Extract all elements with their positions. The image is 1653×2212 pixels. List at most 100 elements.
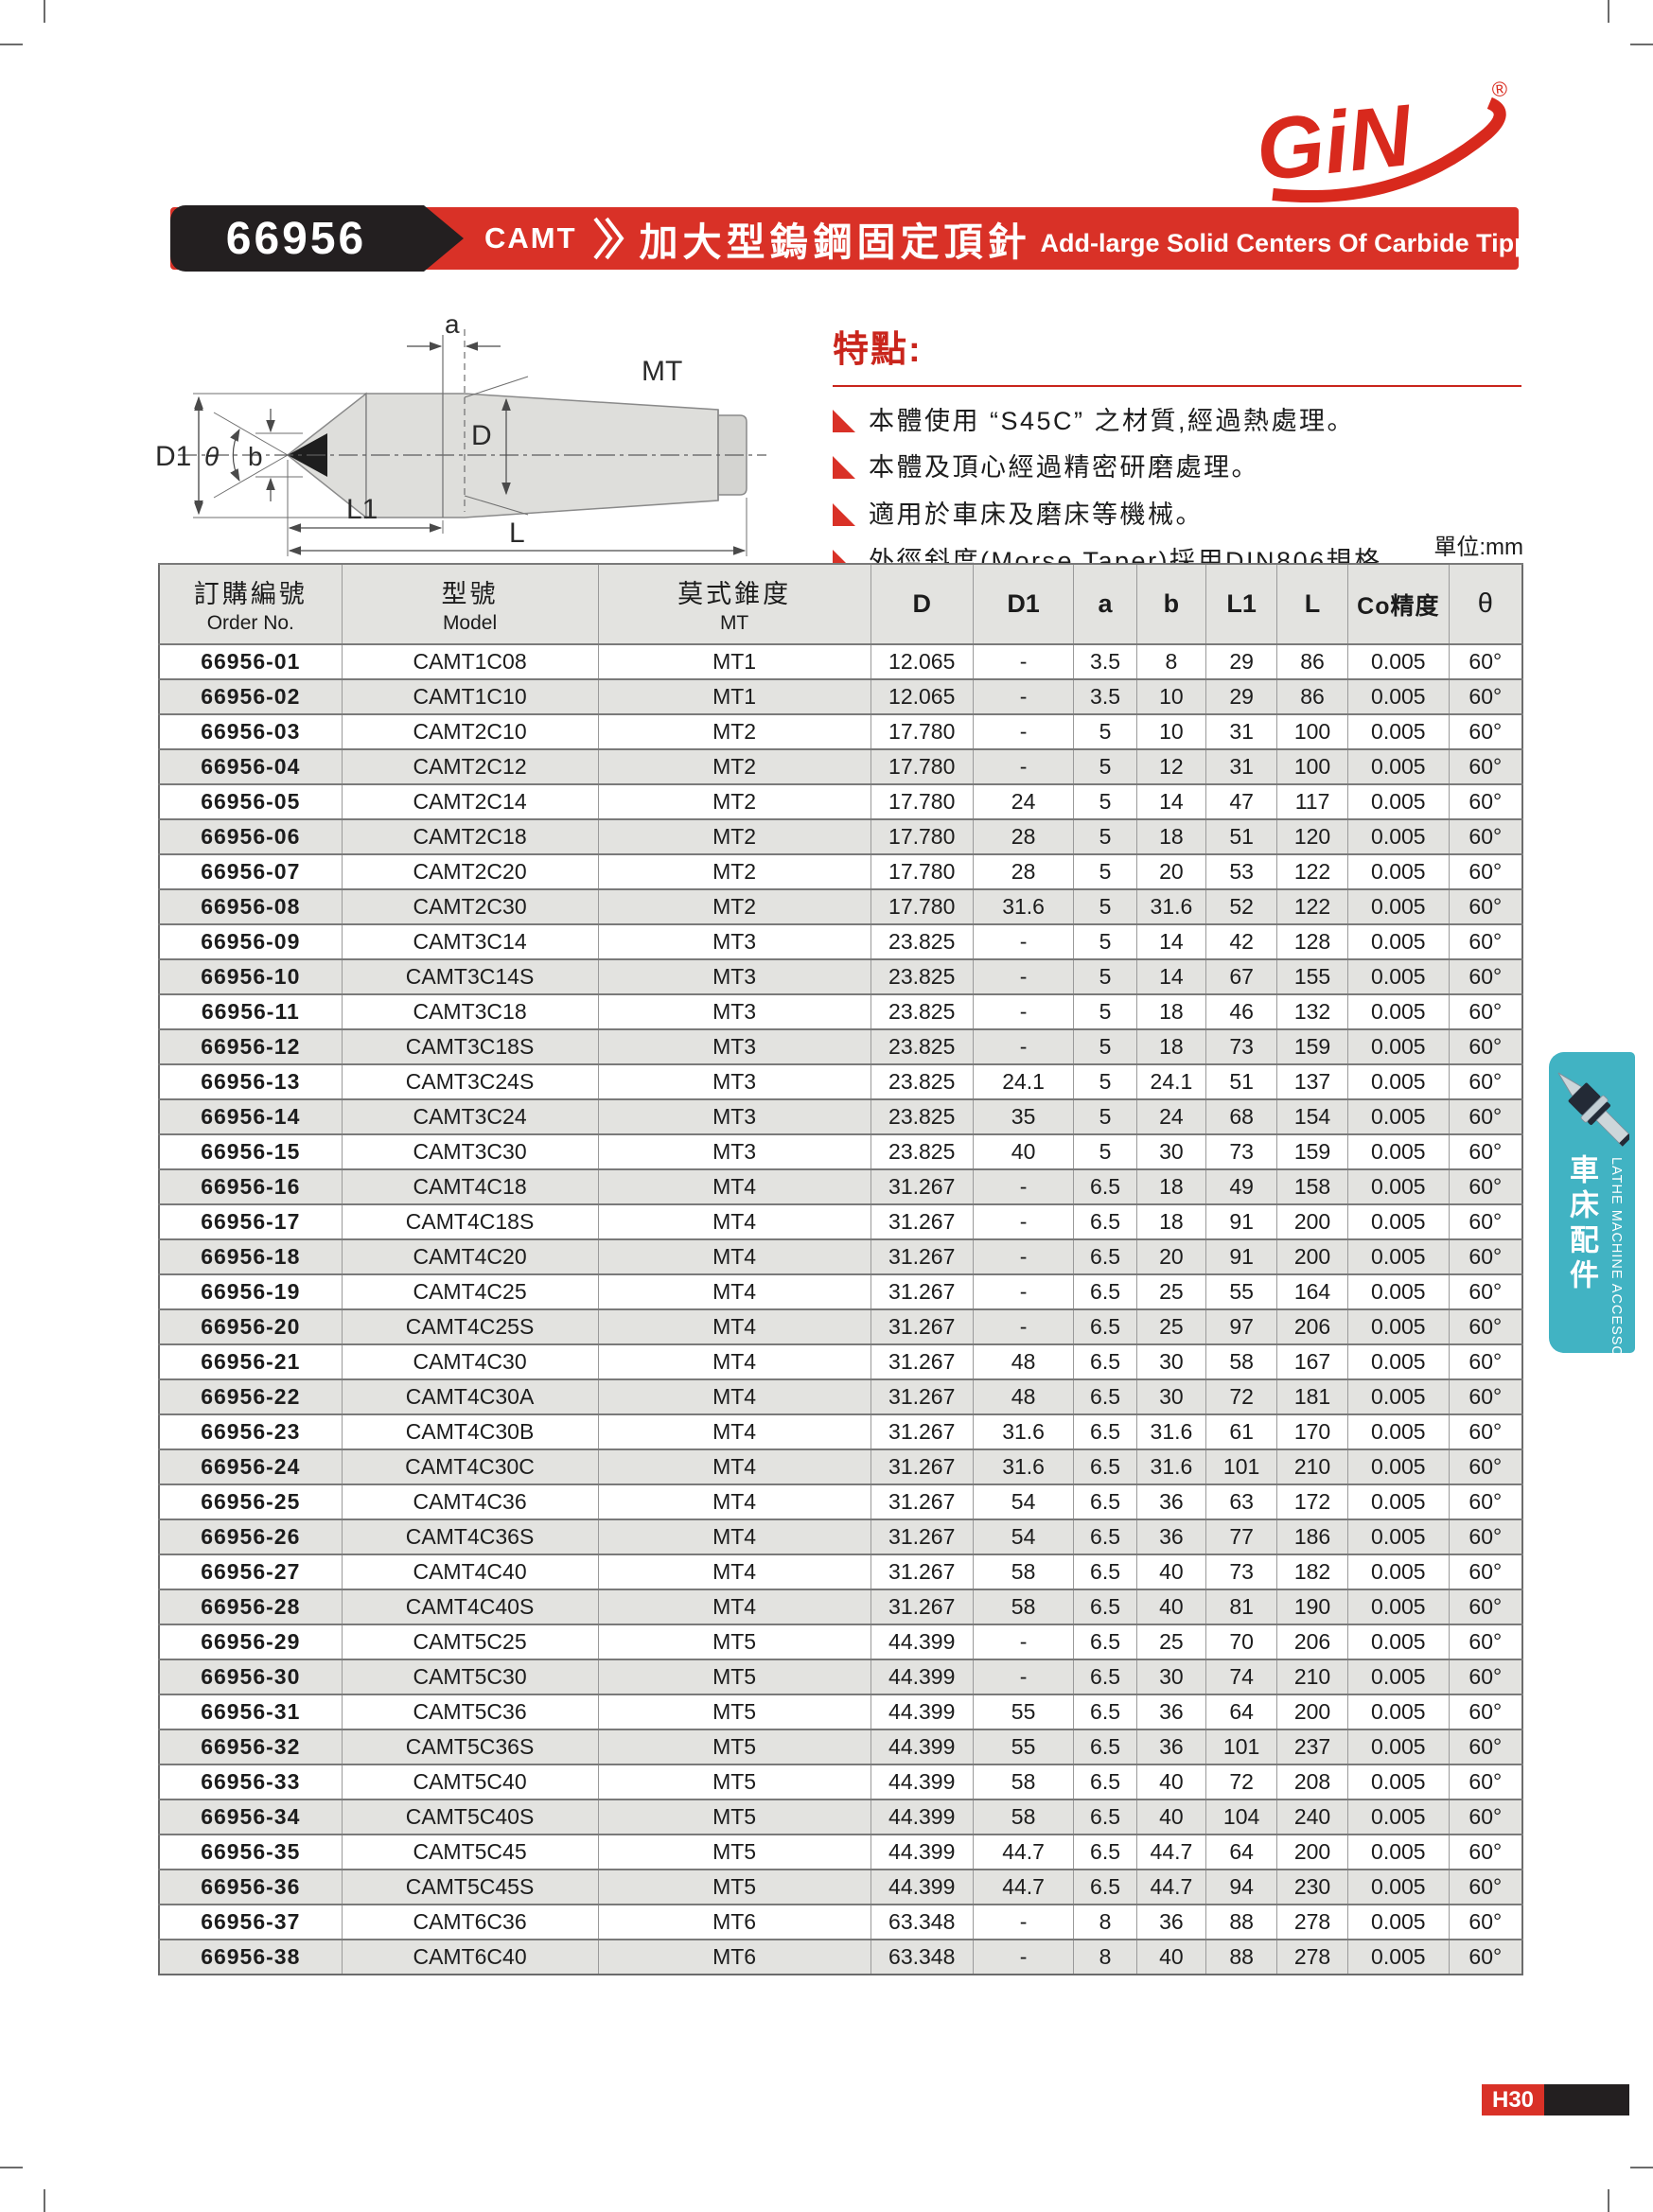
spec-cell: 44.399	[870, 1799, 974, 1835]
spec-cell: 278	[1276, 1939, 1348, 1975]
technical-drawing: D1 θ b a D MT	[149, 309, 774, 570]
order-no-cell: 66956-10	[158, 958, 343, 994]
spec-cell: 60°	[1448, 1799, 1522, 1835]
spec-cell: 55	[972, 1729, 1074, 1764]
dim-label-theta: θ	[204, 442, 219, 471]
spec-cell: 0.005	[1347, 818, 1450, 854]
column-header: D	[870, 563, 974, 644]
spec-cell: MT4	[597, 1483, 871, 1519]
spec-cell: 52	[1205, 888, 1277, 924]
features-section: 特點: 本體使用 “S45C” 之材質,經過熱處理。 本體及頂心經過精密研磨處理。…	[833, 320, 1521, 591]
spec-cell: 14	[1135, 923, 1206, 959]
column-header: 訂購編號 Order No.	[158, 563, 343, 644]
spec-cell: CAMT5C40	[341, 1764, 598, 1799]
spec-cell: 31.267	[870, 1203, 974, 1239]
spec-cell: 91	[1205, 1203, 1277, 1239]
crop-mark	[0, 44, 23, 45]
spec-cell: 164	[1276, 1273, 1348, 1309]
order-no-cell: 66956-06	[158, 818, 343, 854]
table-row: 66956-06 CAMT2C18 MT2 17.780 28 5 18 51 120 0.005…	[158, 818, 1522, 854]
spec-cell: 6.5	[1073, 1659, 1137, 1694]
order-no-cell: 66956-35	[158, 1834, 343, 1870]
column-header: 莫式錐度 MT	[597, 563, 871, 644]
table-row: 66956-31 CAMT5C36 MT5 44.399 55 6.5 36 64 200 0.0…	[158, 1694, 1522, 1729]
table-row: 66956-01 CAMT1C08 MT1 12.065-3.5 8 29 86 0.005 6…	[158, 643, 1522, 679]
features-heading: 特點:	[833, 330, 923, 370]
spec-cell: 17.780	[870, 748, 974, 784]
spec-cell: 44.399	[870, 1694, 974, 1729]
table-row: 66956-34 CAMT5C40S MT5 44.399 58 6.5 40 104 240 0…	[158, 1799, 1522, 1835]
spec-cell: 63.348	[870, 1904, 974, 1940]
spec-table: 訂購編號 Order No. 型號 Model 莫式錐度 MT D D1 a b L1 L Co精度 θ …	[158, 563, 1523, 1975]
spec-cell: 25	[1135, 1308, 1206, 1344]
spec-cell: -	[972, 1939, 1074, 1975]
spec-cell: 30	[1135, 1133, 1206, 1169]
spec-cell: MT5	[597, 1764, 871, 1799]
spec-cell: 72	[1205, 1764, 1277, 1799]
spec-cell: -	[972, 1203, 1074, 1239]
spec-cell: 60°	[1448, 1764, 1522, 1799]
spec-cell: CAMT4C30B	[341, 1413, 598, 1449]
order-no-cell: 66956-30	[158, 1659, 343, 1694]
spec-cell: 17.780	[870, 713, 974, 749]
table-row: 66956-19 CAMT4C25 MT4 31.267-6.5 25 55 164 0.00…	[158, 1273, 1522, 1309]
spec-cell: 60°	[1448, 1133, 1522, 1169]
spec-cell: 60°	[1448, 1238, 1522, 1274]
spec-cell: 8	[1073, 1939, 1137, 1975]
spec-cell: MT5	[597, 1869, 871, 1905]
spec-cell: 6.5	[1073, 1203, 1137, 1239]
table-row: 66956-17 CAMT4C18S MT4 31.267-6.5 18 91 200 0.0…	[158, 1203, 1522, 1239]
spec-cell: 63.348	[870, 1939, 974, 1975]
spec-cell: 6.5	[1073, 1554, 1137, 1589]
spec-cell: 210	[1276, 1659, 1348, 1694]
spec-cell: MT4	[597, 1168, 871, 1204]
spec-cell: -	[972, 993, 1074, 1029]
gin-logo-graphic: GiN ®	[1252, 77, 1508, 202]
spec-cell: 54	[972, 1519, 1074, 1554]
spec-cell: 200	[1276, 1238, 1348, 1274]
spec-cell: 0.005	[1347, 678, 1450, 714]
spec-cell: CAMT3C24S	[341, 1063, 598, 1099]
spec-cell: 5	[1073, 748, 1137, 784]
spec-cell: 29	[1205, 678, 1277, 714]
column-header: D1	[972, 563, 1074, 644]
page-number-badge: H30	[1482, 2084, 1544, 2115]
spec-cell: 23.825	[870, 1098, 974, 1134]
spec-cell: 6.5	[1073, 1483, 1137, 1519]
spec-cell: MT3	[597, 1063, 871, 1099]
center-drawing: D1 θ b a D MT	[155, 309, 766, 556]
spec-cell: 60°	[1448, 1413, 1522, 1449]
spec-cell: MT2	[597, 748, 871, 784]
table-row: 66956-07 CAMT2C20 MT2 17.780 28 5 20 53 122 0.005…	[158, 853, 1522, 889]
dim-label-mt: MT	[642, 356, 682, 387]
spec-cell: 61	[1205, 1413, 1277, 1449]
table-row: 66956-35 CAMT5C45 MT5 44.399 44.7 6.5 44.7 64 20…	[158, 1834, 1522, 1870]
spec-cell: 73	[1205, 1133, 1277, 1169]
spec-cell: -	[972, 1624, 1074, 1659]
spec-cell: 0.005	[1347, 783, 1450, 819]
spec-cell: 10	[1135, 678, 1206, 714]
table-row: 66956-33 CAMT5C40 MT5 44.399 58 6.5 40 72 208 0.0…	[158, 1764, 1522, 1799]
spec-cell: 51	[1205, 1063, 1277, 1099]
spec-cell: 5	[1073, 888, 1137, 924]
order-no-cell: 66956-08	[158, 888, 343, 924]
spec-cell: 6.5	[1073, 1168, 1137, 1204]
dim-label-l: L	[509, 518, 525, 549]
spec-cell: 51	[1205, 818, 1277, 854]
spec-cell: MT4	[597, 1378, 871, 1414]
spec-cell: CAMT3C18	[341, 993, 598, 1029]
spec-cell: 210	[1276, 1448, 1348, 1484]
spec-cell: 70	[1205, 1624, 1277, 1659]
spec-cell: -	[972, 923, 1074, 959]
spec-cell: 40	[1135, 1939, 1206, 1975]
spec-cell: 44.399	[870, 1729, 974, 1764]
spec-cell: 31.267	[870, 1413, 974, 1449]
spec-cell: 0.005	[1347, 958, 1450, 994]
spec-cell: 6.5	[1073, 1764, 1137, 1799]
spec-cell: 36	[1135, 1694, 1206, 1729]
spec-cell: 206	[1276, 1624, 1348, 1659]
spec-cell: 172	[1276, 1483, 1348, 1519]
brand-logo: GiN ®	[1240, 76, 1542, 208]
order-no-cell: 66956-36	[158, 1869, 343, 1905]
table-row: 66956-11 CAMT3C18 MT3 23.825-5 18 46 132 0.005 6…	[158, 993, 1522, 1029]
